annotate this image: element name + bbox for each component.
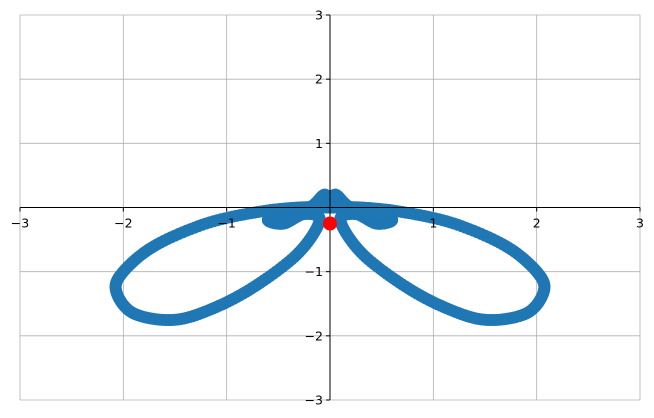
x-tick-label: −2 (114, 216, 132, 231)
x-tick-label: 2 (533, 216, 541, 231)
x-tick-label: −1 (217, 216, 235, 231)
curve-series (109, 188, 551, 327)
y-tick-label: −1 (305, 264, 323, 279)
y-tick-label: −2 (305, 328, 323, 343)
ticks: −3 −2 −1 1 2 3 −3 −2 −1 1 2 3 (11, 8, 644, 408)
y-tick-label: 1 (315, 136, 323, 151)
marker-series (323, 216, 337, 231)
highlight-point (323, 216, 337, 231)
x-tick-label: 1 (429, 216, 437, 231)
x-tick-label: −3 (11, 216, 29, 231)
y-tick-label: 3 (315, 8, 323, 23)
x-tick-label: 3 (636, 216, 644, 231)
y-tick-label: 2 (315, 72, 323, 87)
y-tick-label: −3 (305, 393, 323, 408)
